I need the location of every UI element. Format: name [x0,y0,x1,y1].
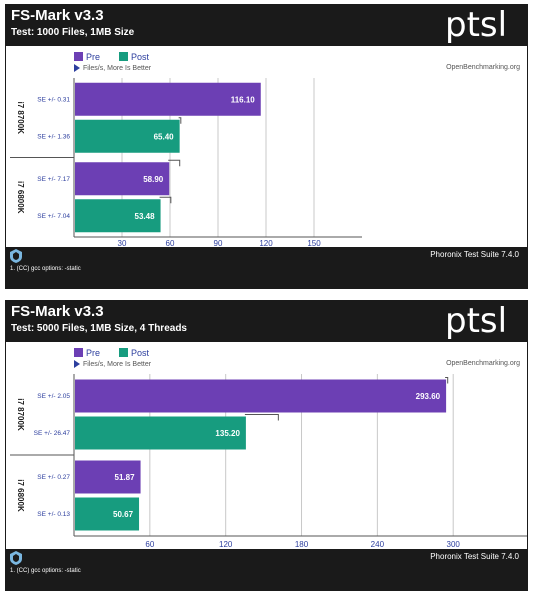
pts-logo-icon: ptsl [445,302,507,340]
direction-hint: Files/s, More Is Better [74,360,151,368]
chart-subtitle: Test: 5000 Files, 1MB Size, 4 Threads [11,323,187,334]
chart-header: FS-Mark v3.3 Test: 5000 Files, 1MB Size,… [6,301,527,342]
bar-chart-2: 60 120 180 240 300 i7 8700K 293.60 SE +/- 2.05 1… [10,374,527,549]
chart-header: FS-Mark v3.3 Test: 1000 Files, 1MB Size … [6,5,527,46]
se-label: SE +/- 0.13 [37,511,70,518]
se-label: SE +/- 1.36 [37,133,70,140]
se-label: SE +/- 7.17 [37,176,70,183]
legend-swatch-pre [74,348,83,357]
data-label: 135.20 [215,429,240,438]
bar-post [75,416,246,450]
x-tick-label: 120 [259,239,273,248]
arrow-right-icon [74,64,80,72]
data-label: 51.87 [115,473,136,482]
error-bar [244,414,279,421]
legend-item-pre: Pre [74,52,100,62]
legend-label: Pre [86,52,101,62]
suite-version: Phoronix Test Suite 7.4.0 [430,250,519,259]
svg-text:ptsl: ptsl [445,6,507,44]
pts-shield-icon [10,551,22,565]
data-label: 293.60 [416,392,441,401]
bar-pre [75,379,447,413]
arrow-right-icon [74,360,80,368]
legend-swatch-post [119,52,128,61]
data-label: 116.10 [231,95,256,104]
chart-footer: Phoronix Test Suite 7.4.0 1. (CC) gcc op… [6,247,527,288]
se-label: SE +/- 26.47 [34,430,71,437]
x-tick-label: 90 [214,239,223,248]
suite-version: Phoronix Test Suite 7.4.0 [430,552,519,561]
chart-footer: Phoronix Test Suite 7.4.0 1. (CC) gcc op… [6,549,527,590]
x-tick-label: 150 [307,239,321,248]
svg-text:ptsl: ptsl [445,302,507,340]
chart-subtitle: Test: 1000 Files, 1MB Size [11,27,135,38]
source-label: OpenBenchmarking.org [446,64,520,71]
error-bar [159,196,172,204]
legend-label: Pre [86,348,101,358]
legend-swatch-post [119,348,128,357]
legend-label: Post [131,348,150,358]
data-label: 58.90 [143,175,164,184]
x-tick-label: 60 [166,239,175,248]
data-label: 65.40 [154,132,175,141]
bar-pre [75,82,261,116]
error-bar [445,377,449,384]
x-tick-label: 240 [371,540,385,549]
legend-item-post: Post [119,52,149,62]
x-tick-label: 60 [145,540,154,549]
bar-post [75,199,161,233]
group-label: i7 6800K [16,181,25,214]
chart-title: FS-Mark v3.3 [11,303,104,320]
x-tick-label: 120 [219,540,233,549]
chart-panel-1: FS-Mark v3.3 Test: 1000 Files, 1MB Size … [5,4,528,289]
data-label: 50.67 [113,510,134,519]
chart-panel-2: FS-Mark v3.3 Test: 5000 Files, 1MB Size,… [5,300,528,591]
direction-hint-text: Files/s, More Is Better [83,361,152,368]
se-label: SE +/- 7.04 [37,213,70,220]
bar-post [75,497,140,531]
x-tick-label: 180 [295,540,309,549]
group-label: i7 8700K [16,398,25,431]
direction-hint-text: Files/s, More Is Better [83,65,152,72]
data-label: 53.48 [135,212,156,221]
legend-swatch-pre [74,52,83,61]
bar-pre [75,460,141,494]
chart-title: FS-Mark v3.3 [11,7,104,24]
bar-pre [75,162,170,196]
pts-shield-icon [10,249,22,263]
legend-item-pre: Pre [74,348,100,358]
pts-logo-icon: ptsl [445,6,507,44]
legend-item-post: Post [119,348,149,358]
error-bar [178,117,182,124]
error-bar [168,159,181,167]
group-label: i7 6800K [16,479,25,512]
se-label: SE +/- 0.31 [37,96,70,103]
x-tick-label: 30 [118,239,127,248]
se-label: SE +/- 0.27 [37,474,70,481]
footnote: 1. (CC) gcc options: -static [10,266,81,272]
bar-chart-1: 30 60 90 120 150 i7 8700K 116.10 SE +/- 0.31 65.… [10,78,362,248]
legend-label: Post [131,52,150,62]
se-label: SE +/- 2.05 [37,393,70,400]
footnote: 1. (CC) gcc options: -static [10,568,81,574]
group-label: i7 8700K [16,102,25,135]
bar-post [75,119,180,153]
x-tick-label: 300 [447,540,461,549]
direction-hint: Files/s, More Is Better [74,64,151,72]
source-label: OpenBenchmarking.org [446,360,520,367]
